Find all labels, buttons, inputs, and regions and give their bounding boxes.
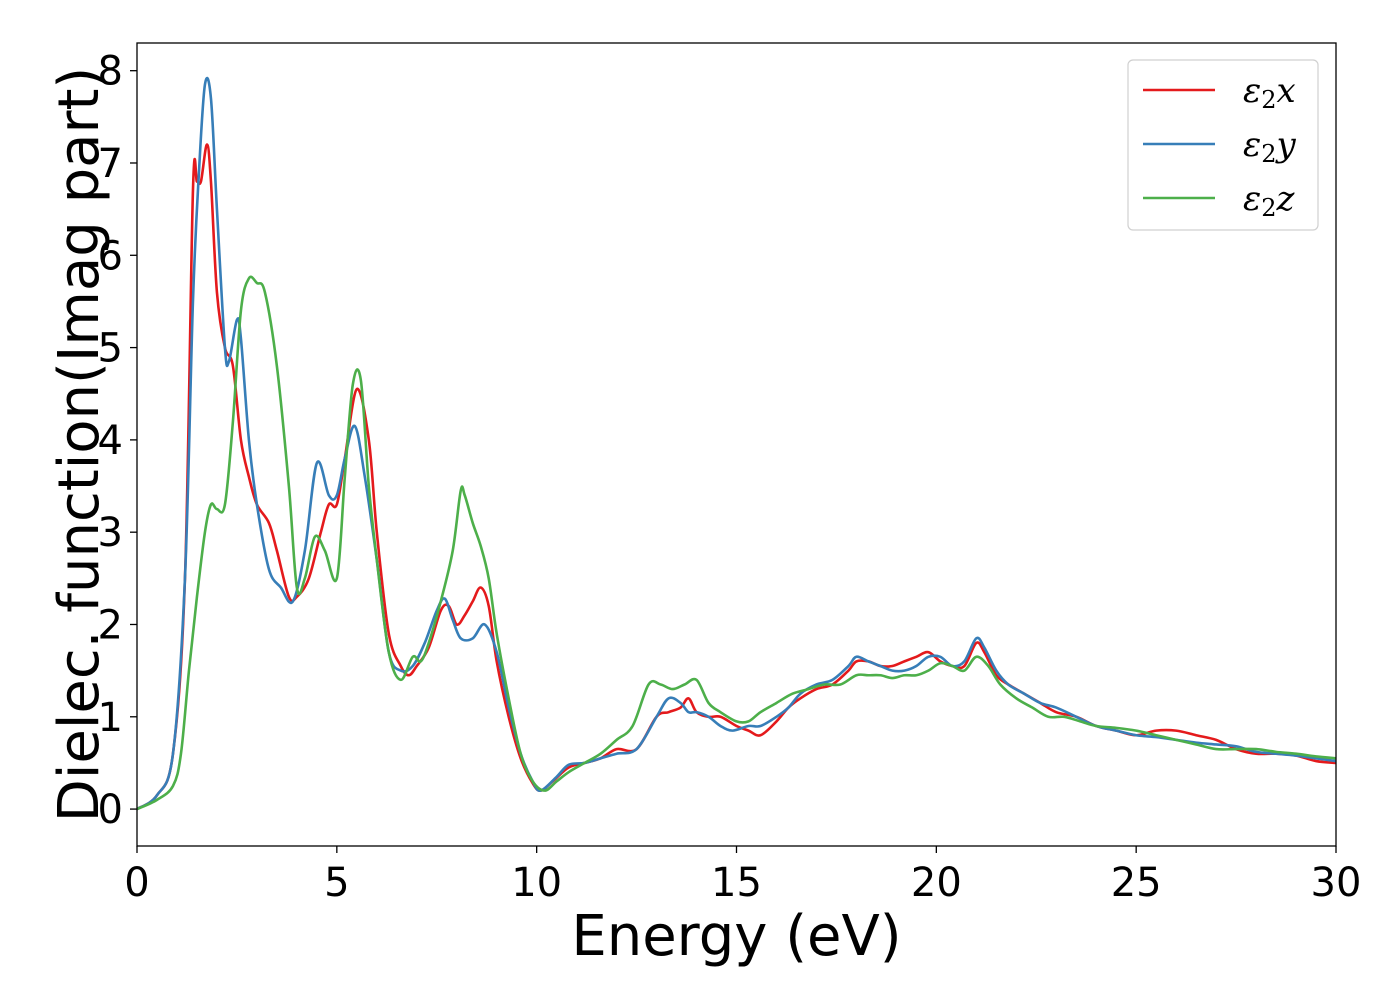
x-axis-ticks: 0 5 10 15 20 25 30 <box>124 846 1361 906</box>
x-tick-label: 25 <box>1111 860 1162 906</box>
y-tick-label: 3 <box>98 510 123 556</box>
x-tick-label: 30 <box>1311 860 1362 906</box>
y-tick-label: 4 <box>98 418 123 464</box>
series-line-y <box>137 76 1336 811</box>
y-axis-ticks: 0 1 2 3 4 5 6 7 8 <box>98 49 137 833</box>
y-tick-label: 2 <box>98 602 123 648</box>
series-line-z <box>137 275 1336 811</box>
x-tick-label: 0 <box>124 860 149 906</box>
y-tick-label: 8 <box>98 49 123 95</box>
x-axis-label: Energy (eV) <box>571 904 901 969</box>
x-tick-label: 5 <box>324 860 349 906</box>
legend: ε2x ε2y ε2z <box>1127 59 1319 231</box>
y-tick-label: 0 <box>98 787 123 833</box>
legend-label-z: ε2z <box>1243 179 1296 222</box>
legend-box <box>1127 59 1319 231</box>
y-tick-label: 1 <box>98 695 123 741</box>
series-layer <box>137 76 1336 811</box>
x-tick-label: 15 <box>711 860 762 906</box>
y-tick-label: 7 <box>98 141 123 187</box>
series-line-x <box>137 143 1336 811</box>
x-tick-label: 20 <box>911 860 962 906</box>
y-axis-label: Dielec. function(Imag part) <box>47 67 112 823</box>
y-tick-label: 6 <box>98 233 123 279</box>
legend-label-y: ε2y <box>1243 125 1297 168</box>
x-tick-label: 10 <box>511 860 562 906</box>
legend-label-x: ε2x <box>1243 71 1296 114</box>
y-tick-label: 5 <box>98 326 123 372</box>
